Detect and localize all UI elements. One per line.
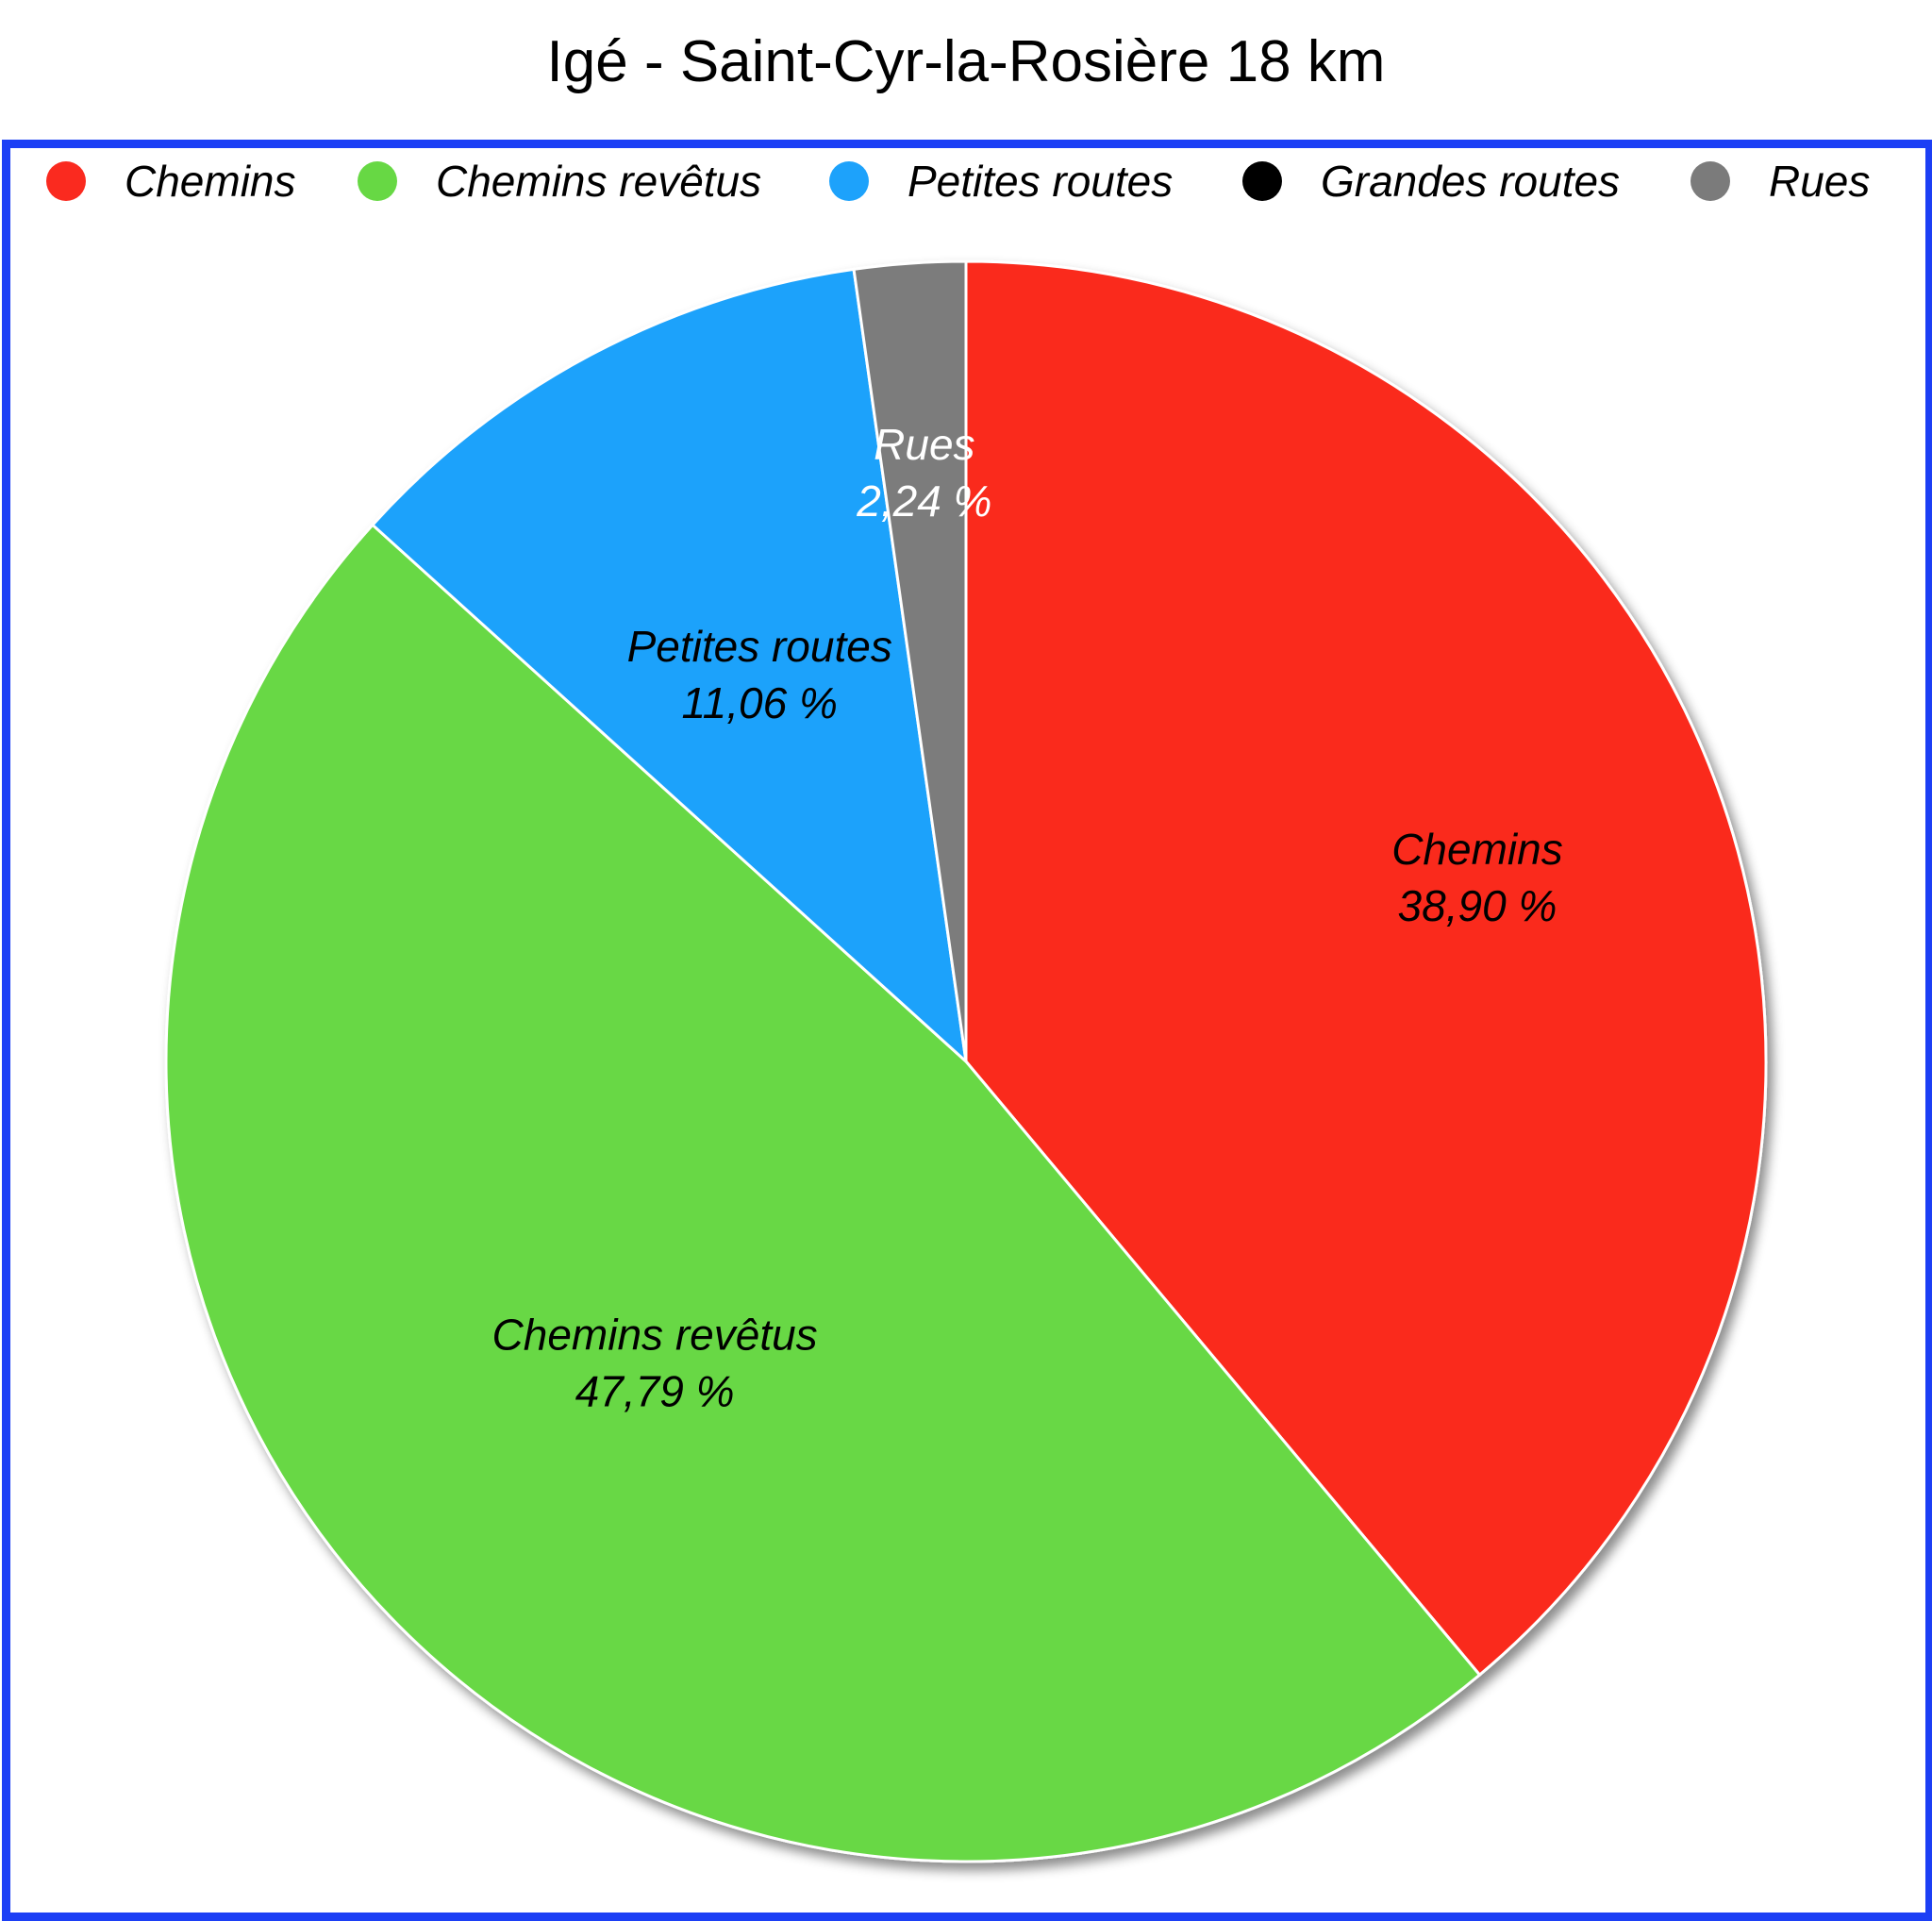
legend-marker-rues	[1690, 161, 1730, 201]
chart-title: Igé - Saint-Cyr-la-Rosière 18 km	[546, 29, 1386, 94]
pie-slice-chemins	[964, 259, 1768, 1678]
legend-item-rues: Rues	[1690, 157, 1870, 206]
legend-item-petites-routes: Petites routes	[829, 157, 1173, 206]
legend-marker-chemins-revetus	[358, 161, 397, 201]
legend-label-chemins: Chemins	[125, 157, 296, 206]
legend-item-chemins-revetus: Chemins revêtus	[358, 157, 761, 206]
legend-item-grandes-routes: Grandes routes	[1242, 157, 1620, 206]
legend: Chemins Chemins revêtus Petites routes Gran…	[46, 157, 1870, 206]
pie-slices	[164, 259, 1768, 1863]
slice-value-chemins: 38,90 %	[1398, 881, 1557, 930]
slice-label-rues: Rues	[874, 420, 974, 469]
slice-value-rues: 2,24 %	[856, 476, 991, 526]
legend-label-petites-routes: Petites routes	[908, 157, 1173, 206]
slice-labels: Chemins 38,90 % Chemins revêtus 47,79 % Peti…	[492, 420, 1563, 1416]
pie-slice-petites-routes	[370, 267, 969, 1065]
legend-marker-chemins	[46, 161, 86, 201]
pie-slice-chemins-revetus	[164, 523, 1482, 1863]
slice-value-chemins-revetus: 47,79 %	[575, 1367, 735, 1416]
slice-value-petites-routes: 11,06 %	[682, 678, 838, 727]
legend-label-chemins-revetus: Chemins revêtus	[436, 157, 761, 206]
slice-label-petites-routes: Petites routes	[627, 622, 892, 671]
pie-slice-rues	[852, 259, 968, 1062]
legend-marker-grandes-routes	[1242, 161, 1282, 201]
legend-label-grandes-routes: Grandes routes	[1321, 157, 1620, 206]
legend-marker-petites-routes	[829, 161, 869, 201]
slice-label-chemins-revetus: Chemins revêtus	[492, 1311, 818, 1360]
legend-label-rues: Rues	[1769, 157, 1870, 206]
legend-item-chemins: Chemins	[46, 157, 296, 206]
slice-label-chemins: Chemins	[1391, 825, 1563, 874]
